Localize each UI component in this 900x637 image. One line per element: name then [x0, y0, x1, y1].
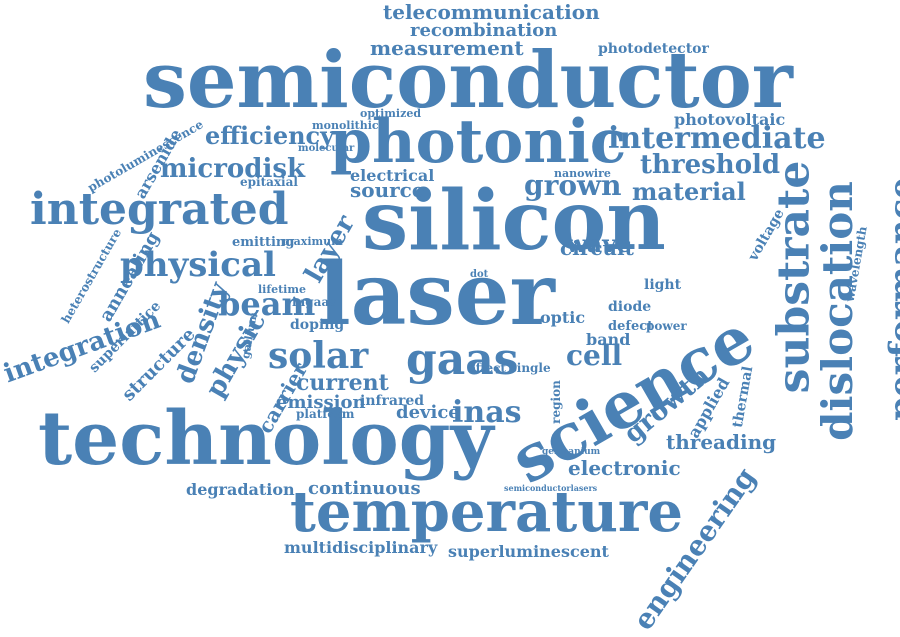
word: dislocation	[812, 181, 862, 441]
word: silicon	[362, 173, 666, 269]
word: germanium	[542, 447, 601, 457]
word: solar	[268, 335, 369, 377]
word: device	[396, 402, 460, 423]
word: electrical	[350, 166, 435, 185]
word: microdisk	[160, 154, 305, 184]
word: circuit	[560, 236, 634, 260]
word: cell	[566, 339, 623, 372]
word: optic	[540, 308, 586, 327]
word: nanowire	[554, 167, 611, 180]
word: electronic	[568, 456, 681, 480]
word: degradation	[186, 480, 295, 499]
word: physical	[120, 245, 276, 285]
word: multidisciplinary	[284, 538, 438, 557]
word: photonic	[330, 107, 627, 177]
word: power	[646, 319, 687, 333]
word: molecular	[298, 143, 355, 154]
word: temperature	[290, 479, 684, 545]
word: emitting	[232, 235, 295, 250]
word: photodetector	[598, 41, 709, 57]
word: grown	[524, 169, 622, 202]
word: inas	[452, 395, 522, 430]
word: ingaas	[292, 295, 336, 309]
word: current	[296, 370, 389, 396]
word: threading	[666, 430, 777, 454]
word: emission	[276, 392, 366, 413]
word: light	[644, 277, 682, 293]
word: performance	[881, 177, 900, 421]
word: technology	[38, 396, 494, 482]
word: semiconductorlasers	[504, 483, 598, 493]
word: telecommunication	[383, 0, 600, 24]
word: doping	[290, 317, 345, 333]
word: superluminescent	[448, 542, 609, 561]
word: epitaxial	[240, 175, 298, 189]
word: intermediate	[608, 121, 826, 156]
word: monolithic	[312, 119, 379, 132]
word: substrate	[768, 160, 820, 394]
word: efficiency	[205, 121, 335, 150]
word: dot	[470, 269, 489, 280]
word: band	[586, 330, 631, 349]
word: lifetime	[258, 283, 306, 296]
word: semiconductor	[143, 35, 793, 126]
word: threshold	[640, 150, 781, 180]
word: laser	[318, 244, 555, 345]
word: platform	[296, 407, 355, 421]
word: region	[548, 380, 563, 424]
word: diode	[608, 299, 652, 315]
word: beam	[218, 285, 316, 323]
word: effect	[468, 361, 506, 375]
word: source	[350, 178, 425, 202]
word: measurement	[370, 36, 524, 60]
word: recombination	[410, 20, 558, 41]
word: optimized	[360, 107, 422, 120]
word: gaas	[406, 334, 519, 385]
word: continuous	[308, 478, 421, 499]
word: wave	[566, 229, 632, 258]
word: integrated	[30, 184, 289, 235]
word: defect	[608, 319, 654, 334]
word: photovoltaic	[674, 110, 786, 129]
word: maximum	[282, 235, 343, 248]
word: material	[632, 177, 746, 206]
word: single	[510, 361, 551, 375]
word: infrared	[360, 393, 425, 409]
